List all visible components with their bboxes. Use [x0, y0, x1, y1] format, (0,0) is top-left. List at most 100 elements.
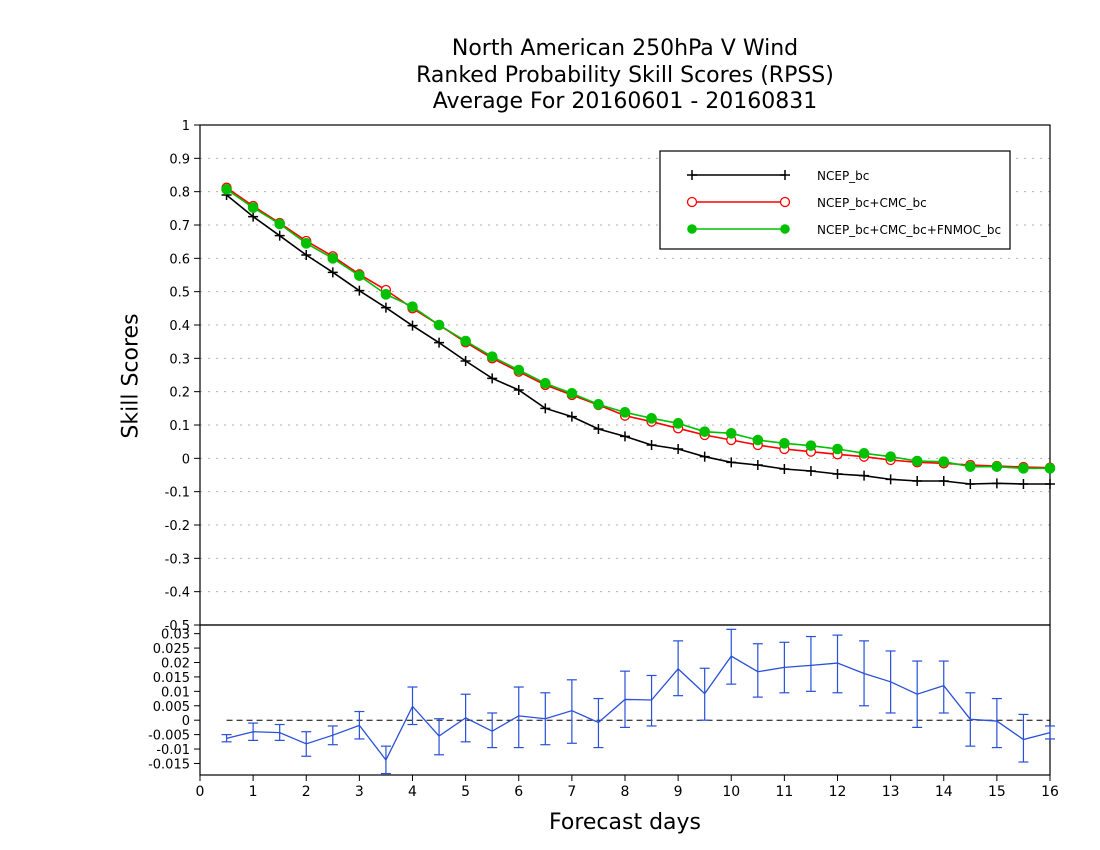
x-tick-label: 3 — [355, 784, 364, 800]
data-point — [354, 270, 365, 281]
y-tick-label: 1 — [182, 119, 190, 134]
data-point — [300, 238, 312, 249]
data-point — [460, 335, 471, 347]
chart-title-line-2: Ranked Probability Skill Scores (RPSS) — [416, 63, 834, 88]
data-point — [540, 403, 551, 414]
x-tick-label: 12 — [829, 784, 847, 800]
data-point — [593, 399, 604, 410]
y-tick-label: -0.015 — [148, 757, 190, 772]
data-point — [991, 461, 1003, 472]
y-tick-label: 0.025 — [153, 642, 190, 657]
y-tick-label: -0.01 — [156, 743, 190, 758]
x-tick-label: 11 — [775, 784, 793, 800]
difference-line — [226, 655, 1051, 762]
data-point — [434, 337, 445, 348]
data-point — [486, 351, 498, 362]
data-point — [672, 418, 684, 429]
y-tick-label: 0 — [182, 714, 190, 729]
data-point — [540, 378, 551, 389]
x-tick-label: 16 — [1041, 784, 1059, 800]
data-point — [487, 373, 498, 384]
data-point — [805, 440, 817, 451]
x-axis-label: Forecast days — [548, 810, 702, 835]
data-point — [858, 448, 870, 459]
data-point — [619, 407, 631, 418]
data-point — [725, 428, 737, 439]
chart-title-line-3: Average For 20160601 - 20160831 — [432, 89, 818, 114]
data-point — [832, 443, 843, 455]
data-point — [354, 285, 365, 296]
y-tick-label: 0.02 — [161, 657, 190, 672]
chart-title-line-1: North American 250hPa V Wind — [451, 36, 799, 61]
x-tick-label: 6 — [514, 784, 523, 800]
x-tick-label: 10 — [722, 784, 740, 800]
data-point — [327, 253, 339, 264]
x-tick-label: 15 — [988, 784, 1006, 800]
data-point — [673, 444, 684, 454]
legend-marker — [687, 224, 697, 234]
y-tick-label: 0.6 — [169, 252, 190, 267]
data-point — [274, 218, 285, 230]
y-tick-label: -0.005 — [148, 729, 190, 744]
x-tick-label: 1 — [249, 784, 258, 800]
y-tick-label: 0.01 — [161, 685, 190, 700]
data-point — [885, 474, 896, 485]
y-tick-label: 0.1 — [169, 419, 190, 434]
y-tick-label: 0.5 — [169, 286, 190, 301]
data-point — [779, 438, 790, 449]
x-tick-label: 7 — [567, 784, 576, 800]
data-point — [327, 267, 338, 278]
y-tick-label: 0 — [182, 452, 190, 467]
data-point — [274, 230, 285, 241]
data-point — [433, 319, 445, 331]
legend-label-0: NCEP_bc — [817, 169, 869, 183]
data-point — [380, 302, 391, 313]
data-point — [247, 202, 259, 213]
data-point — [593, 424, 604, 434]
data-point — [991, 478, 1002, 489]
data-point — [1018, 479, 1029, 489]
data-point — [646, 440, 657, 450]
data-point — [646, 413, 657, 424]
data-point — [460, 356, 471, 366]
data-point — [699, 451, 710, 462]
data-point — [301, 250, 312, 260]
x-tick-label: 13 — [882, 784, 900, 800]
data-point — [1044, 463, 1056, 474]
data-point — [911, 455, 923, 467]
data-point — [620, 431, 630, 442]
legend-marker — [686, 196, 698, 208]
legend-marker — [779, 196, 791, 208]
data-point — [859, 470, 870, 481]
data-point — [248, 211, 259, 222]
x-tick-label: 2 — [302, 784, 311, 800]
data-point — [566, 388, 578, 399]
x-tick-label: 9 — [674, 784, 683, 800]
x-tick-label: 4 — [408, 784, 417, 800]
legend-box — [659, 150, 1011, 250]
data-point — [752, 434, 764, 446]
y-tick-label: 0.8 — [169, 186, 190, 201]
data-point — [1018, 463, 1029, 474]
data-point — [566, 411, 577, 422]
legend-label-2: NCEP_bc+CMC_bc+FNMOC_bc — [817, 223, 1001, 237]
legend-marker — [687, 170, 697, 180]
x-tick-label: 5 — [461, 784, 470, 800]
data-point — [752, 460, 763, 470]
y-tick-label: -0.2 — [165, 519, 190, 534]
data-point — [726, 457, 737, 468]
legend-label-1: NCEP_bc+CMC_bc — [817, 196, 927, 210]
y-tick-label: -0.4 — [165, 586, 190, 601]
y-tick-label: 0.9 — [169, 152, 190, 167]
legend-marker — [780, 224, 790, 234]
y-tick-label: -0.5 — [165, 619, 190, 634]
data-point — [912, 476, 923, 486]
x-tick-label: 0 — [196, 784, 205, 800]
data-point — [885, 451, 896, 462]
data-point — [407, 320, 418, 331]
y-tick-label: -0.3 — [165, 552, 190, 567]
data-point — [1045, 479, 1055, 489]
x-tick-label: 14 — [935, 784, 953, 800]
